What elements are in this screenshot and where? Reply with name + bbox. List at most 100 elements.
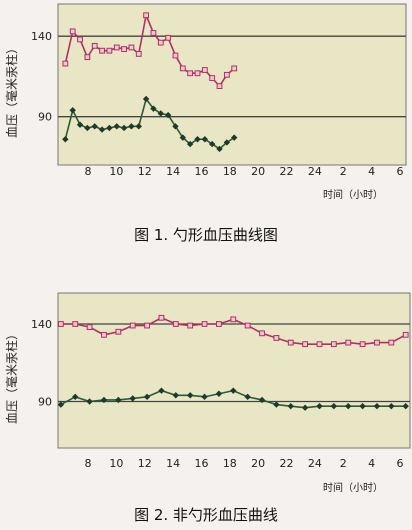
data-point-square (345, 339, 352, 346)
figure-caption: 图 2. 非勺形血压曲线 (134, 506, 278, 524)
data-point-diamond (158, 387, 165, 394)
data-point-square (374, 339, 380, 346)
data-point-diamond (135, 123, 142, 130)
x-tick-label: 20 (251, 165, 265, 178)
data-point-square (273, 335, 280, 341)
figure-caption: 图 1. 勺形血压曲线图 (134, 226, 278, 244)
data-point-diamond (179, 134, 187, 141)
plot-area (57, 3, 407, 166)
data-point-square (231, 65, 238, 72)
x-tick-label: 22 (280, 457, 294, 470)
data-point-square (244, 322, 251, 329)
x-tick-label: 24 (308, 165, 322, 178)
data-point-diamond (115, 396, 122, 404)
data-point-diamond (143, 393, 151, 401)
data-point-square (209, 75, 216, 81)
data-point-diamond (258, 396, 266, 404)
data-point-square (201, 321, 208, 327)
data-point-diamond (172, 123, 179, 130)
x-tick-label: 4 (368, 457, 375, 470)
data-point-square (201, 67, 208, 73)
data-point-diamond (208, 140, 216, 148)
data-point-square (144, 322, 150, 329)
x-tick-label: 8 (85, 165, 92, 178)
x-tick-label: 16 (194, 165, 208, 178)
data-point-diamond (301, 404, 309, 411)
data-point-square (143, 12, 150, 19)
data-point-diamond (69, 107, 76, 114)
y-axis-label: 血压（毫米汞柱） (4, 328, 19, 424)
data-point-square (194, 70, 201, 77)
x-tick-label: 14 (166, 165, 180, 178)
x-tick-label: 10 (109, 165, 123, 178)
data-point-diamond (157, 110, 164, 117)
x-tick-label: 2 (340, 165, 347, 178)
data-point-square (165, 34, 172, 41)
data-point-diamond (98, 126, 106, 133)
data-point-diamond (244, 393, 251, 401)
data-point-square (113, 44, 120, 51)
data-point-square (172, 52, 179, 59)
y-tick-label: 140 (31, 318, 52, 331)
x-tick-label: 8 (85, 457, 92, 470)
data-point-square (187, 70, 194, 77)
data-point-square (402, 331, 409, 338)
data-point-diamond (215, 390, 223, 397)
data-point-diamond (172, 392, 180, 399)
data-point-square (359, 341, 366, 348)
data-point-diamond (201, 136, 209, 143)
data-point-diamond (216, 145, 223, 153)
data-point-diamond (402, 402, 409, 410)
data-point-diamond (316, 402, 323, 410)
data-point-diamond (91, 123, 98, 130)
data-point-square (172, 321, 179, 327)
data-point-square (223, 71, 230, 78)
data-point-diamond (76, 121, 84, 128)
data-point-square (388, 339, 395, 346)
data-point-diamond (388, 402, 395, 410)
x-tick-label: 12 (138, 165, 152, 178)
x-tick-label: 6 (397, 457, 404, 470)
data-point-diamond (223, 139, 231, 146)
x-tick-label: 10 (109, 457, 123, 470)
y-axis-label: 血压（毫米汞柱） (4, 42, 19, 138)
data-point-diamond (373, 402, 381, 410)
data-point-square (101, 331, 107, 338)
data-point-diamond (100, 396, 108, 404)
data-point-square (106, 47, 113, 54)
data-point-diamond (129, 395, 136, 402)
x-tick-label: 14 (166, 457, 180, 470)
data-point-diamond (345, 402, 352, 410)
data-point-square (179, 65, 186, 72)
data-point-square (77, 36, 83, 43)
data-point-diamond (150, 105, 157, 112)
data-point-square (72, 321, 79, 327)
data-point-diamond (128, 123, 135, 130)
data-point-diamond (57, 401, 65, 408)
x-tick-label: 4 (368, 165, 375, 178)
data-point-square (91, 42, 98, 49)
data-point-diamond (120, 124, 128, 132)
x-axis-label: 时间（小时） (323, 481, 383, 494)
data-point-square (187, 322, 194, 329)
y-tick-label: 90 (38, 396, 52, 409)
data-point-diamond (287, 402, 294, 410)
x-tick-label: 18 (223, 457, 237, 470)
data-point-square (84, 54, 91, 61)
data-point-diamond (273, 401, 280, 408)
data-point-square (150, 30, 157, 36)
data-point-diamond (201, 393, 208, 401)
x-tick-label: 18 (223, 165, 237, 178)
data-point-diamond (194, 136, 201, 143)
x-tick-label: 6 (397, 165, 404, 178)
x-tick-label: 22 (280, 165, 294, 178)
plot-area (57, 292, 411, 449)
data-point-diamond (186, 392, 194, 399)
data-point-square (316, 341, 323, 348)
data-point-square (69, 28, 76, 35)
x-tick-label: 24 (308, 457, 322, 470)
data-point-square (259, 330, 265, 337)
data-point-square (99, 47, 105, 54)
data-point-diamond (86, 398, 93, 405)
